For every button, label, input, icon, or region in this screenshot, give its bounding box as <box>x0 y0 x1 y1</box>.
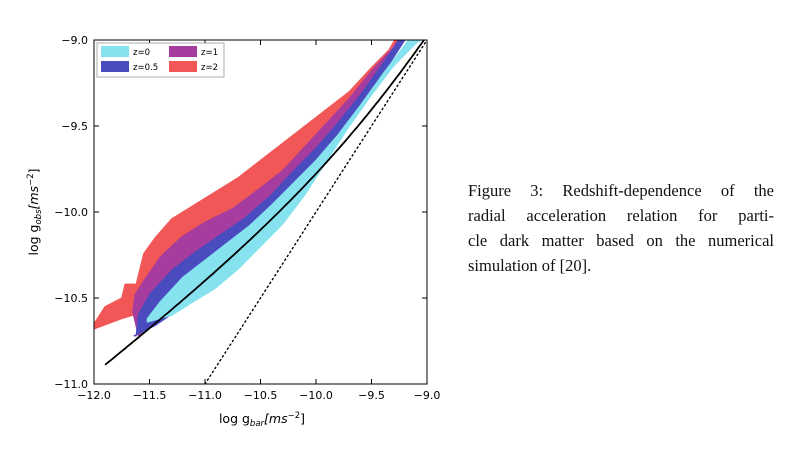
x-tick-label: −10.0 <box>299 389 333 402</box>
x-tick-label: −10.5 <box>244 389 278 402</box>
x-tick-label: −11.5 <box>133 389 167 402</box>
chart: −12.0 −11.5 −11.0 −10.5 −10.0 −9.5 −9.0 −11.0−… <box>26 34 440 429</box>
figure-caption: Figure 3: Redshift-dependence of the rad… <box>468 178 774 278</box>
x-tick-label: −11.0 <box>188 389 222 402</box>
series-area-z-0 <box>146 40 422 323</box>
y-tick-label: −9.0 <box>61 34 88 47</box>
legend-label: z=2 <box>201 63 218 73</box>
caption-line: simulation of [20]. <box>468 256 592 275</box>
y-tick-label: −9.5 <box>61 120 88 133</box>
legend-label: z=0.5 <box>133 63 158 73</box>
legend-swatch <box>169 61 197 72</box>
caption-line: radial acceleration relation for parti- <box>468 206 774 225</box>
x-axis-ticks: −12.0 −11.5 −11.0 −10.5 −10.0 −9.5 −9.0 <box>77 40 440 402</box>
y-tick-label: −11.0 <box>54 378 88 391</box>
y-axis-ticks: −11.0 −10.5 −10.0 −9.5 −9.0 <box>54 34 427 391</box>
legend-swatch <box>101 61 129 72</box>
y-axis-label: log gobs[ms−2] <box>26 169 44 256</box>
caption-line: Figure 3: Redshift-dependence of the <box>468 181 774 200</box>
rar-curve <box>104 40 426 366</box>
legend-swatch <box>169 46 197 57</box>
y-tick-label: −10.5 <box>54 292 88 305</box>
x-tick-label: −9.0 <box>414 389 440 402</box>
legend-label: z=0 <box>133 48 150 58</box>
y-tick-label: −10.0 <box>54 206 88 219</box>
legend: z=0 z=1 z=0.5 z=2 <box>96 42 225 78</box>
series-areas <box>94 40 422 337</box>
figure: −12.0 −11.5 −11.0 −10.5 −10.0 −9.5 −9.0 −11.0−… <box>26 34 440 429</box>
legend-label: z=1 <box>201 48 218 58</box>
reference-curves <box>104 40 427 384</box>
one-to-one-line <box>204 40 427 384</box>
caption-line: cle dark matter based on the numerical <box>468 231 774 250</box>
x-axis-label: log gbar[ms−2] <box>219 411 305 429</box>
x-tick-label: −12.0 <box>77 389 111 402</box>
legend-swatch <box>101 46 129 57</box>
x-tick-label: −9.5 <box>358 389 385 402</box>
